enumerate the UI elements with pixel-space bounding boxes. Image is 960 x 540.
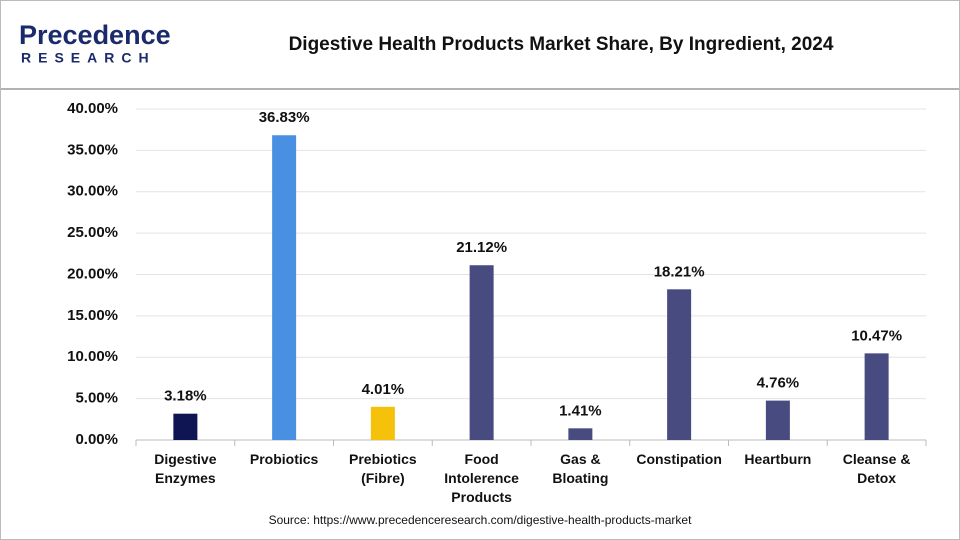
logo-sub: RESEARCH — [21, 50, 156, 66]
x-tick-label: Heartburn — [744, 451, 812, 467]
x-tick-label: Food Intolerence Products — [444, 451, 519, 505]
value-label: 3.18% — [164, 388, 207, 405]
x-tick-label: Probiotics — [249, 451, 319, 467]
y-tick-label: 0.00% — [75, 431, 118, 448]
value-label: 1.41% — [559, 402, 602, 419]
y-tick-label: 40.00% — [67, 100, 118, 117]
y-tick-label: 30.00% — [67, 183, 118, 200]
x-tick-label: Digestive Enzymes — [154, 451, 217, 486]
y-tick-label: 25.00% — [67, 224, 118, 241]
value-label: 36.83% — [259, 109, 310, 126]
value-label: 4.01% — [362, 381, 405, 398]
bar — [370, 406, 395, 440]
y-tick-label: 15.00% — [67, 307, 118, 324]
bar — [864, 353, 889, 440]
bar — [173, 413, 198, 440]
x-tick-label: Constipation — [636, 451, 722, 467]
value-label: 4.76% — [757, 375, 800, 392]
chart-title: Digestive Health Products Market Share, … — [289, 34, 834, 55]
y-tick-label: 35.00% — [67, 141, 118, 158]
value-label: 21.12% — [456, 239, 507, 256]
x-tick-label: Gas & Bloating — [552, 451, 609, 486]
bar — [469, 265, 494, 440]
bar — [765, 400, 790, 440]
value-label: 18.21% — [654, 263, 705, 280]
y-tick-label: 20.00% — [67, 265, 118, 282]
y-tick-label: 5.00% — [75, 390, 118, 407]
source: Source: https://www.precedenceresearch.c… — [269, 513, 693, 527]
bar — [568, 428, 593, 440]
x-tick-label: Prebiotics (Fibre) — [349, 451, 417, 486]
logo-name: Precedence — [19, 20, 171, 50]
x-tick-label: Cleanse & Detox — [842, 451, 911, 486]
bar — [667, 289, 692, 440]
bar — [272, 135, 297, 440]
y-tick-label: 10.00% — [67, 348, 118, 365]
value-label: 10.47% — [851, 327, 902, 344]
